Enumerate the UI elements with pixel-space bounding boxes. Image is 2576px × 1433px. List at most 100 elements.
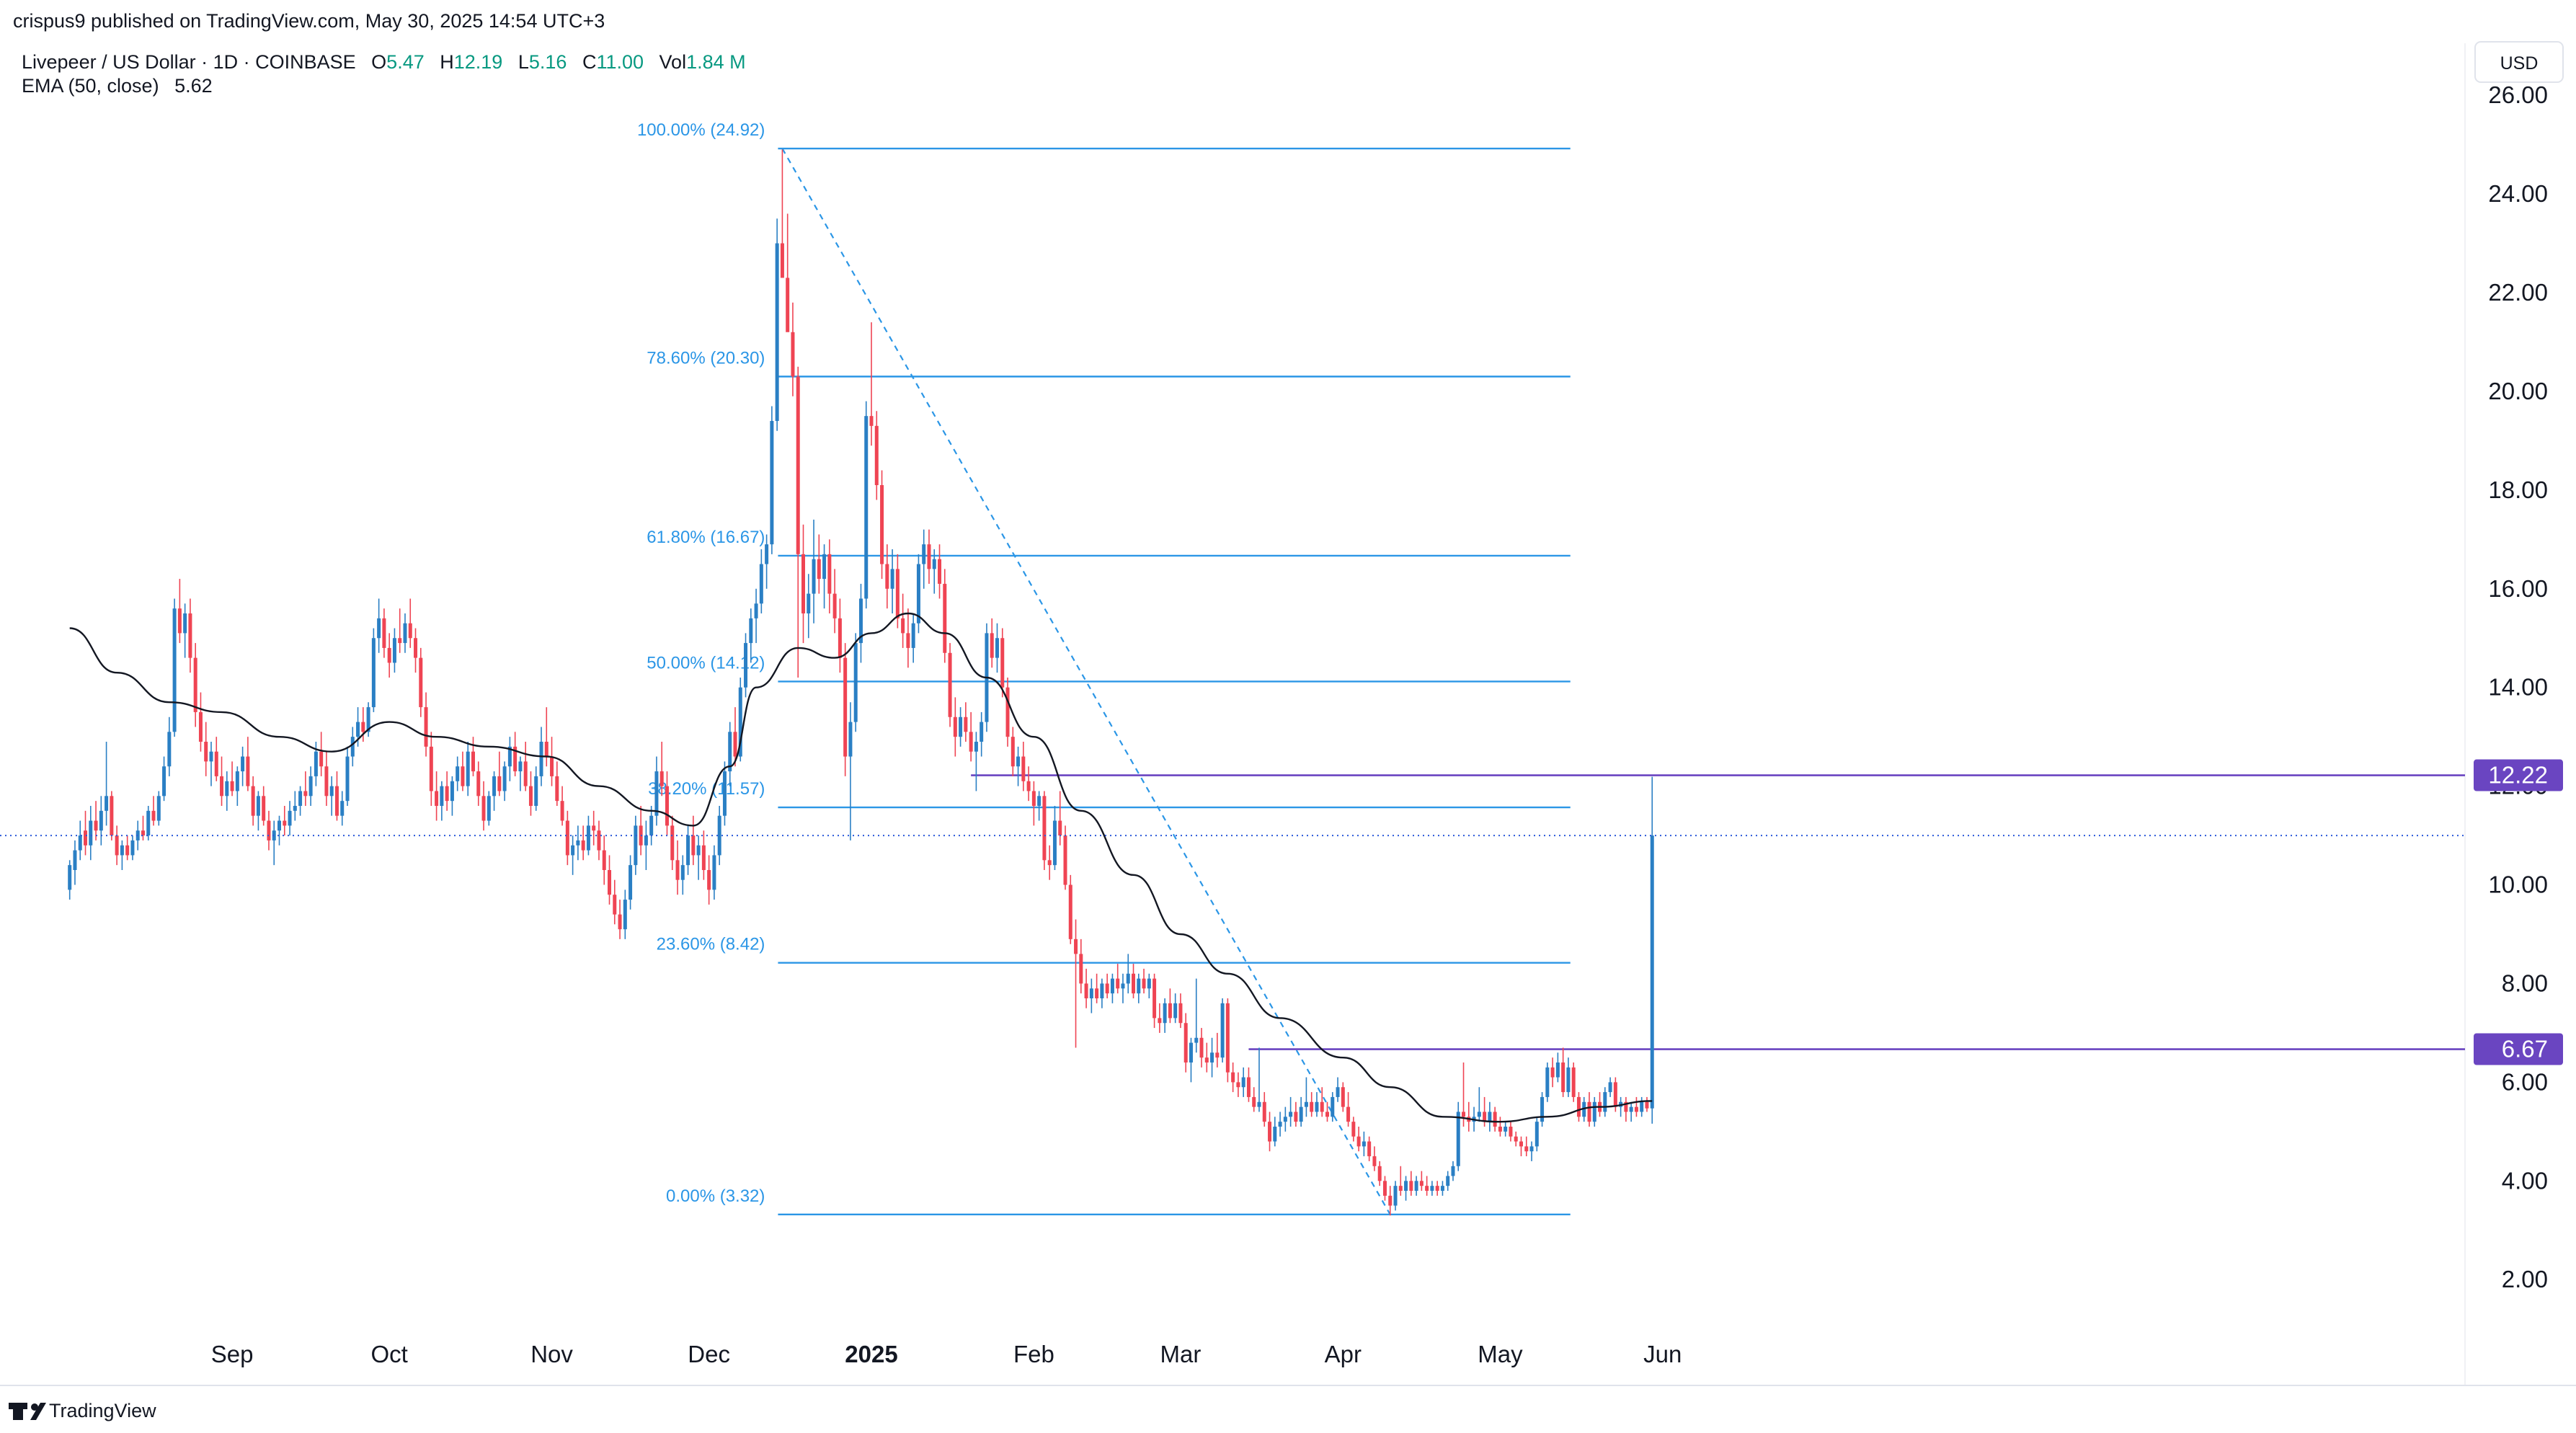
price-tick-label: 18.00 — [2488, 476, 2548, 503]
candle — [1336, 1077, 1340, 1102]
candle — [84, 810, 88, 856]
candle-body — [916, 564, 920, 624]
candle-body — [1367, 1141, 1372, 1157]
candle-body — [105, 796, 109, 811]
candle-body — [1084, 983, 1088, 998]
candle — [1304, 1077, 1308, 1117]
candle — [523, 742, 528, 791]
currency-button[interactable]: USD — [2474, 41, 2564, 83]
candle — [1000, 628, 1005, 698]
candle-body — [1121, 983, 1125, 989]
candle — [1299, 1096, 1303, 1127]
price-tick-label: 24.00 — [2488, 180, 2548, 207]
candle-body — [1152, 978, 1157, 1019]
candle — [1079, 939, 1083, 994]
candle — [73, 840, 77, 885]
candle — [283, 806, 287, 836]
candle-body — [885, 564, 889, 589]
candle — [1132, 964, 1136, 998]
candle — [345, 746, 350, 806]
price-badge-0[interactable]: 12.22 — [2474, 759, 2563, 791]
candle — [476, 761, 481, 806]
candle-body — [1178, 1003, 1183, 1024]
candle-body — [1110, 978, 1114, 994]
candle — [136, 820, 140, 851]
candle — [722, 761, 727, 826]
price-tick-label: 22.00 — [2488, 279, 2548, 306]
candle-body — [901, 618, 905, 634]
candle — [471, 737, 475, 776]
candle-body — [523, 761, 528, 786]
candle — [927, 529, 931, 584]
candle-body — [1168, 1003, 1172, 1019]
candle — [214, 737, 218, 781]
candle — [1608, 1077, 1612, 1097]
candle-body — [188, 613, 192, 658]
candle — [1414, 1176, 1418, 1196]
candle-body — [214, 751, 218, 776]
candle-body — [487, 796, 491, 821]
candle-body — [1535, 1122, 1539, 1147]
candle-body — [880, 485, 884, 564]
candle-body — [686, 835, 690, 866]
horizontal-levels[interactable] — [971, 774, 2465, 1050]
candle-body — [1268, 1122, 1272, 1142]
symbol-legend: Livepeer / US Dollar · 1D · COINBASE O5.… — [22, 51, 746, 73]
candle — [613, 879, 617, 925]
candle-body — [1132, 973, 1136, 994]
candle-body — [1252, 1096, 1256, 1107]
candle — [497, 751, 502, 797]
price-axis[interactable]: 26.0024.0022.0020.0018.0016.0014.0012.00… — [2474, 81, 2563, 1292]
ema-series — [69, 612, 1653, 1123]
candle-body — [1514, 1136, 1518, 1142]
candle — [1356, 1127, 1361, 1152]
fib-level-label-1: 78.60% (20.30) — [647, 348, 765, 368]
ohlc-low-label: L — [518, 51, 529, 73]
candle-body — [1225, 1003, 1230, 1073]
candle-body — [1519, 1141, 1523, 1147]
candle-body — [528, 786, 533, 806]
candle — [701, 830, 706, 880]
candle — [105, 742, 109, 826]
candle — [340, 791, 345, 826]
candle — [990, 618, 994, 668]
candle — [712, 845, 716, 900]
candle — [1116, 964, 1120, 994]
price-badge-1[interactable]: 6.67 — [2474, 1033, 2563, 1065]
time-axis[interactable]: Sep Oct Nov Dec 2025 Feb Mar Apr May Jun — [211, 1341, 1682, 1367]
candle — [843, 643, 848, 776]
candle-body — [1273, 1127, 1277, 1142]
ema-line — [69, 612, 1653, 1123]
candle — [629, 855, 633, 910]
candle — [1183, 1013, 1188, 1073]
candle — [1236, 1072, 1240, 1097]
candle — [277, 815, 281, 846]
candle — [858, 583, 863, 663]
candle-body — [1095, 988, 1099, 998]
candle-body — [654, 771, 659, 816]
candle — [1142, 968, 1146, 994]
candle-body — [675, 860, 680, 880]
published-caption: crispus9 published on TradingView.com, M… — [13, 10, 605, 32]
candle-body — [350, 737, 355, 757]
candle — [1650, 776, 1654, 1124]
candle — [1262, 1092, 1266, 1127]
candle-body — [120, 845, 124, 856]
price-tick-label: 16.00 — [2488, 575, 2548, 602]
candle-body — [890, 569, 894, 589]
candle — [1283, 1106, 1287, 1132]
time-tick-label: Mar — [1160, 1341, 1202, 1367]
candle-body — [220, 776, 224, 797]
candle-body — [125, 845, 130, 856]
candle — [1582, 1096, 1586, 1122]
candle — [1367, 1136, 1372, 1161]
candle-body — [1304, 1101, 1308, 1107]
candle-body — [387, 647, 391, 663]
candle — [481, 781, 486, 831]
candle-body — [1587, 1101, 1591, 1122]
candle-body — [576, 840, 580, 846]
candle-body — [1278, 1122, 1282, 1127]
candle — [1388, 1186, 1393, 1216]
candle — [1430, 1181, 1434, 1196]
